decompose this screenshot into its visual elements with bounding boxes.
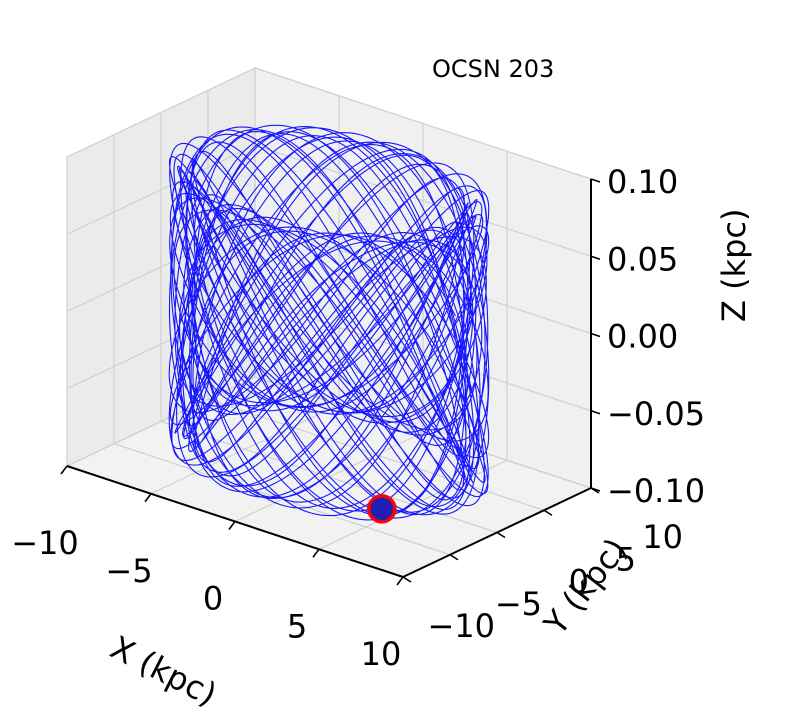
orbit-line bbox=[168, 124, 490, 521]
x-tick-label: −5 bbox=[105, 552, 152, 590]
grid-line bbox=[66, 144, 256, 235]
grid-line bbox=[254, 67, 592, 180]
y-tick-label: −5 bbox=[495, 585, 542, 623]
x-tick-mark bbox=[60, 465, 68, 475]
x-tick-mark bbox=[144, 493, 152, 503]
y-tick-mark bbox=[543, 509, 553, 516]
grid-line bbox=[66, 221, 256, 313]
z-tick-mark bbox=[590, 255, 601, 261]
grid-line bbox=[66, 376, 256, 467]
x-tick-label: 10 bbox=[361, 635, 402, 673]
z-tick-mark bbox=[590, 409, 601, 415]
z-tick-mark bbox=[590, 487, 601, 492]
z-tick-label: 0.05 bbox=[607, 240, 678, 278]
z-tick-label: −0.05 bbox=[607, 395, 705, 433]
z-tick-label: 0.10 bbox=[607, 163, 678, 201]
grid-line bbox=[254, 221, 592, 335]
y-tick-label: −10 bbox=[427, 607, 495, 645]
z-tick-mark bbox=[590, 178, 601, 183]
y-tick-label: 0 bbox=[569, 563, 589, 601]
x-axis-label: X (kpc) bbox=[104, 628, 222, 713]
axis-lines bbox=[60, 178, 601, 586]
orbit-series bbox=[168, 124, 490, 524]
y-tick-mark bbox=[449, 554, 459, 561]
x-tick-mark bbox=[396, 576, 404, 586]
z-tick-label: −0.10 bbox=[607, 472, 705, 510]
grid-line bbox=[254, 376, 592, 489]
z-tick-mark bbox=[590, 332, 601, 338]
grid-line bbox=[113, 443, 451, 556]
x-tick-mark bbox=[228, 521, 236, 530]
grid-line bbox=[254, 144, 592, 257]
current-position-marker bbox=[367, 494, 397, 524]
y-tick-mark bbox=[496, 531, 506, 539]
chart-title: OCSN 203 bbox=[432, 55, 554, 83]
x-tick-label: 5 bbox=[287, 607, 307, 645]
x-tick-label: −10 bbox=[11, 524, 79, 562]
x-tick-label: 0 bbox=[203, 580, 223, 618]
y-axis-label: Y (kpc) bbox=[536, 531, 635, 643]
z-tick-label: 0.00 bbox=[607, 318, 678, 356]
grid-line bbox=[66, 299, 256, 390]
x-tick-mark bbox=[312, 548, 320, 558]
y-tick-label: 10 bbox=[642, 518, 683, 556]
y-tick-label: 5 bbox=[616, 540, 636, 578]
y-tick-mark bbox=[402, 576, 412, 583]
grid-line bbox=[66, 67, 256, 158]
z-axis-label: Z (kpc) bbox=[715, 209, 753, 323]
